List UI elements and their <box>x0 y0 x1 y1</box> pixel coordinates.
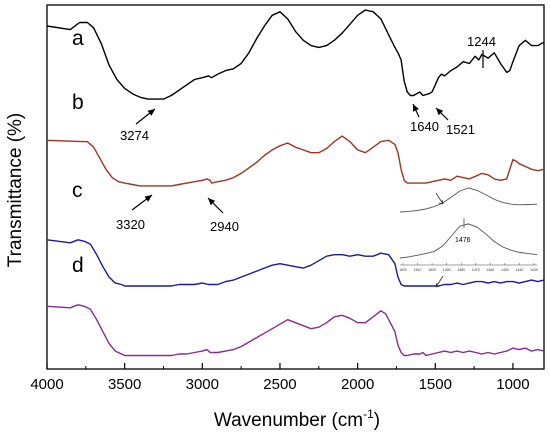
x-axis: 4000 3500 3000 2500 2000 1500 1000 <box>30 363 530 393</box>
inset-tick-label: 1510 <box>414 268 422 272</box>
x-tick-label-1000: 1000 <box>496 376 529 393</box>
annotation-label-1640: 1640 <box>410 119 439 134</box>
x-tick-label-3000: 3000 <box>186 376 219 393</box>
inset-arrow-top <box>435 192 444 205</box>
annotation-label-3274: 3274 <box>120 128 149 143</box>
series-layer: a b c d <box>46 9 545 357</box>
inset-annotation-label: 1476 <box>455 237 471 244</box>
x-axis-title-close: ) <box>374 410 380 431</box>
annotation-arrowhead-2940 <box>208 198 216 206</box>
annotation-1521: 1521 <box>435 107 475 137</box>
annotation-arrowhead-1640 <box>413 104 419 112</box>
series-label-c: c <box>72 179 83 202</box>
annotation-arrowhead-3320 <box>144 195 152 202</box>
series-line-a <box>46 9 545 100</box>
x-tick-label-3500: 3500 <box>108 376 141 393</box>
x-axis-title: Wavenumber (cm-1) <box>214 407 380 431</box>
annotation-3320: 3320 <box>116 194 153 232</box>
annotation-layer: 3274 1640 1521 1244 3320 2940 <box>116 34 496 234</box>
y-axis-title: Transmittance (%) <box>5 113 26 268</box>
inset-tick-label: 1440 <box>516 268 524 272</box>
annotation-1244: 1244 <box>467 34 496 68</box>
inset-tick-label: 1500 <box>428 268 436 272</box>
inset-tick-label: 1490 <box>443 268 451 272</box>
inset-tick-label: 1430 <box>530 268 538 272</box>
series-line-c <box>46 239 545 287</box>
plot-frame <box>46 4 545 370</box>
series-line-d <box>46 304 545 357</box>
series-label-d: d <box>72 254 84 277</box>
x-tick-label-1500: 1500 <box>419 376 452 393</box>
inset-tick-label: 1480 <box>457 268 465 272</box>
inset-curve-upper <box>399 187 538 213</box>
series-label-b: b <box>72 91 84 114</box>
x-axis-title-main: Wavenumber (cm <box>214 410 363 431</box>
series-label-a: a <box>72 27 84 50</box>
inset-curve-lower <box>399 223 538 259</box>
inset-arrow-bottom <box>435 275 444 288</box>
x-tick-label-4000: 4000 <box>30 376 63 393</box>
annotation-3274: 3274 <box>120 108 156 143</box>
inset-tick-label: 1460 <box>486 268 494 272</box>
series-line-b <box>46 135 545 187</box>
inset-tick-label: 1520 <box>399 268 407 272</box>
inset-tick-label: 1470 <box>472 268 480 272</box>
inset-tick-label: 1450 <box>501 268 509 272</box>
annotation-label-1244: 1244 <box>467 34 496 49</box>
annotation-arrowhead-1521 <box>436 108 444 116</box>
x-tick-label-2500: 2500 <box>263 376 296 393</box>
annotation-label-2940: 2940 <box>210 219 239 234</box>
inset-graph: 1520 1510 1500 1490 1480 1470 1460 1450 1440 1430… <box>399 187 538 288</box>
annotation-label-1521: 1521 <box>446 122 475 137</box>
annotation-label-3320: 3320 <box>116 217 145 232</box>
x-axis-title-superscript: -1 <box>363 407 374 421</box>
annotation-1640: 1640 <box>410 103 439 134</box>
annotation-2940: 2940 <box>207 197 239 234</box>
x-tick-label-2000: 2000 <box>341 376 374 393</box>
annotation-arrowhead-3274 <box>147 109 155 116</box>
